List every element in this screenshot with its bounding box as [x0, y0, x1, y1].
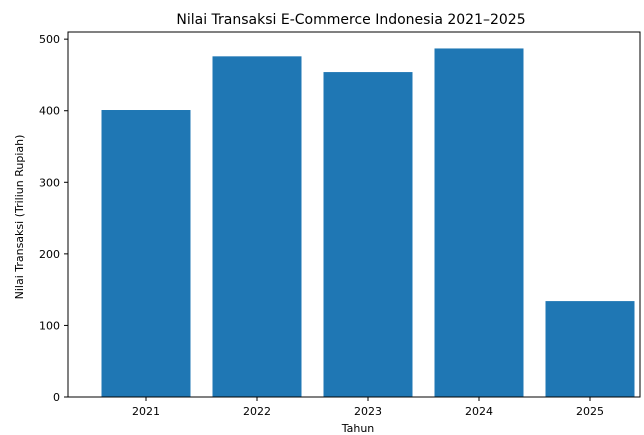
y-tick-label: 300 — [39, 176, 60, 189]
x-tick-label: 2022 — [243, 405, 271, 418]
y-axis: 0 100 200 300 400 500 — [39, 33, 68, 404]
x-tick-label: 2024 — [465, 405, 493, 418]
y-tick-label: 400 — [39, 105, 60, 118]
x-tick-label: 2021 — [132, 405, 160, 418]
y-tick-label: 0 — [53, 391, 60, 404]
bar-2024 — [435, 48, 524, 397]
bar-2025 — [546, 301, 635, 397]
bars — [102, 48, 635, 397]
bar-2022 — [213, 56, 302, 397]
x-tick-label: 2025 — [576, 405, 604, 418]
bar-2021 — [102, 110, 191, 397]
x-axis-label: Tahun — [341, 422, 375, 435]
chart-title: Nilai Transaksi E-Commerce Indonesia 202… — [176, 12, 525, 28]
y-tick-label: 200 — [39, 248, 60, 261]
bar-2023 — [324, 72, 413, 397]
x-axis: 2021 2022 2023 2024 2025 — [132, 397, 604, 418]
y-tick-label: 500 — [39, 33, 60, 46]
y-tick-label: 100 — [39, 319, 60, 332]
y-axis-label: Nilai Transaksi (Triliun Rupiah) — [13, 135, 26, 300]
x-tick-label: 2023 — [354, 405, 382, 418]
